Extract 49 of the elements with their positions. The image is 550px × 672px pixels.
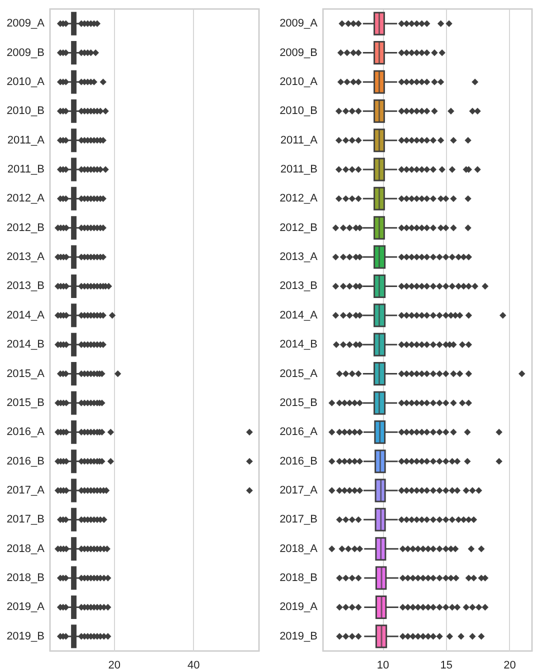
- y-tick-label: 2011_B: [7, 164, 44, 176]
- y-tick-label: 2012_B: [6, 222, 44, 234]
- y-tick-label: 2010_B: [6, 105, 44, 118]
- y-tick-label: 2017_B: [280, 514, 318, 526]
- y-tick-label: 2012_A: [6, 192, 46, 205]
- y-tick-label: 2015_A: [6, 368, 46, 380]
- y-tick-label: 2013_B: [280, 280, 318, 292]
- y-tick-label: 2011_A: [280, 134, 318, 146]
- y-tick-label: 2015_B: [280, 396, 318, 409]
- x-tick-label: 15: [440, 660, 452, 672]
- y-tick-label: 2015_A: [280, 368, 318, 380]
- x-tick-label: 40: [188, 660, 200, 672]
- y-tick-label: 2014_A: [280, 309, 318, 322]
- y-tick-label: 2011_A: [7, 134, 46, 146]
- y-tick-label: 2017_A: [280, 484, 318, 496]
- y-tick-label: 2009_A: [6, 18, 46, 30]
- y-tick-label: 2010_B: [280, 105, 318, 118]
- y-tick-label: 2014_B: [6, 338, 44, 351]
- y-tick-label: 2017_B: [6, 514, 44, 526]
- y-tick-label: 2009_B: [280, 46, 318, 59]
- y-tick-label: 2016_A: [6, 426, 46, 438]
- y-tick-label: 2012_A: [280, 192, 318, 205]
- y-tick-label: 2019_B: [6, 630, 44, 642]
- y-tick-label: 2011_B: [280, 164, 318, 176]
- x-tick-label: 20: [504, 660, 516, 672]
- y-tick-label: 2018_B: [280, 572, 318, 584]
- y-tick-label: 2012_B: [280, 222, 318, 234]
- y-tick-label: 2016_B: [280, 455, 318, 468]
- y-tick-label: 2019_B: [280, 630, 318, 642]
- y-tick-label: 2019_A: [280, 601, 318, 614]
- y-tick-label: 2010_A: [6, 76, 46, 88]
- y-tick-label: 2014_A: [6, 309, 46, 322]
- x-tick-label: 20: [108, 660, 120, 672]
- y-tick-label: 2018_A: [6, 542, 46, 555]
- y-tick-label: 2016_B: [6, 455, 44, 468]
- y-tick-label: 2010_A: [280, 76, 318, 88]
- y-tick-label: 2018_A: [280, 542, 318, 555]
- y-tick-label: 2019_A: [6, 601, 46, 614]
- y-tick-label: 2014_B: [280, 338, 318, 351]
- y-tick-label: 2018_B: [6, 572, 44, 584]
- y-tick-label: 2016_A: [280, 426, 318, 438]
- y-tick-label: 2013_B: [6, 280, 44, 292]
- y-tick-label: 2009_A: [280, 18, 318, 30]
- y-tick-label: 2013_A: [6, 251, 46, 264]
- y-tick-label: 2015_B: [6, 396, 44, 409]
- y-tick-label: 2009_B: [6, 46, 44, 59]
- y-tick-label: 2017_A: [6, 484, 46, 496]
- y-tick-label: 2013_A: [280, 251, 318, 264]
- x-tick-label: 10: [376, 660, 390, 672]
